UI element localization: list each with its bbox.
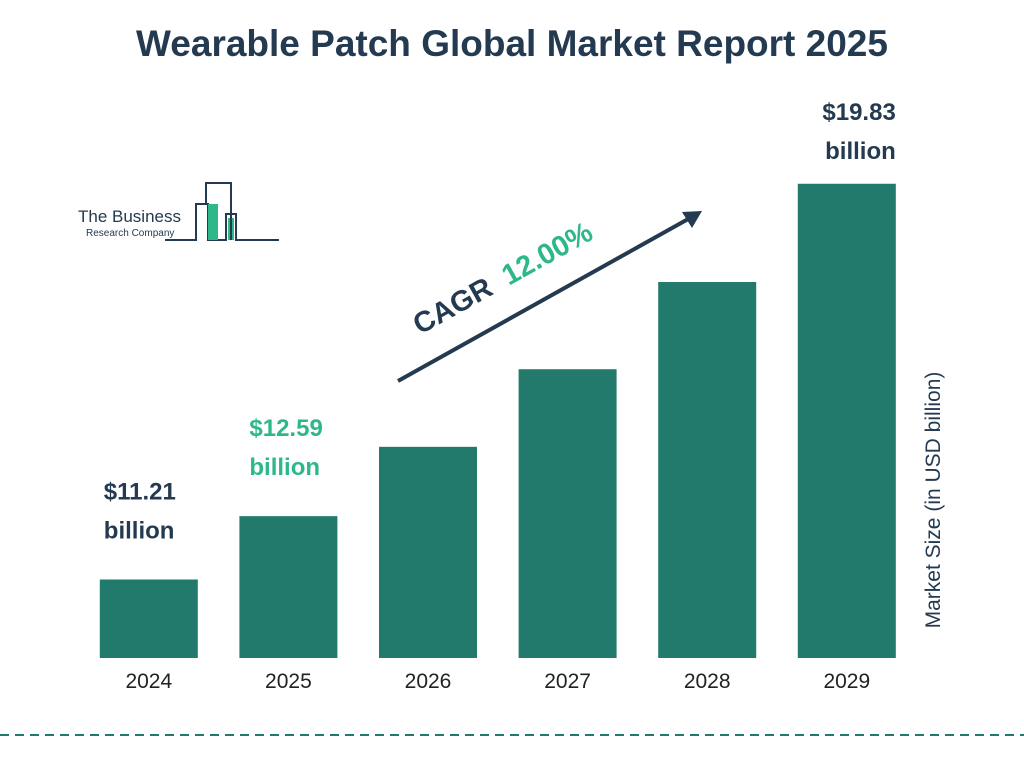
x-tick-label: 2025 xyxy=(265,670,312,693)
bar xyxy=(797,183,896,658)
chart-title: Wearable Patch Global Market Report 2025 xyxy=(136,23,888,64)
value-label: $12.59 billion xyxy=(249,415,322,481)
value-label-line: billion xyxy=(825,138,896,165)
logo-line1: The Business xyxy=(78,207,181,226)
bar xyxy=(658,282,757,658)
x-tick-label: 2028 xyxy=(684,670,731,693)
logo-outline xyxy=(165,203,279,241)
y-axis-label: Market Size (in USD billion) xyxy=(922,372,945,629)
logo: The Business Research Company xyxy=(78,182,279,241)
value-label-line: billion xyxy=(249,454,320,481)
bar xyxy=(239,516,338,658)
cagr-value: 12.00% xyxy=(497,216,599,292)
value-label-line: $19.83 xyxy=(822,99,895,126)
bar xyxy=(518,369,617,658)
value-label: $11.21 billion xyxy=(104,478,176,544)
value-label-line: $12.59 xyxy=(249,415,322,442)
value-label-line: billion xyxy=(104,517,175,544)
value-label: $19.83 billion xyxy=(822,99,895,165)
x-tick-label: 2024 xyxy=(125,670,172,693)
x-tick-label: 2029 xyxy=(823,670,870,693)
logo-bar xyxy=(208,204,218,240)
bar xyxy=(379,446,477,658)
cagr-arrowhead xyxy=(682,211,702,228)
cagr-arrow xyxy=(397,216,691,383)
bar xyxy=(99,579,198,658)
logo-line2: Research Company xyxy=(86,228,174,239)
x-tick-label: 2026 xyxy=(405,670,452,693)
x-tick-label: 2027 xyxy=(544,670,591,693)
value-label-line: $11.21 xyxy=(104,478,176,505)
logo-outline xyxy=(205,182,232,240)
